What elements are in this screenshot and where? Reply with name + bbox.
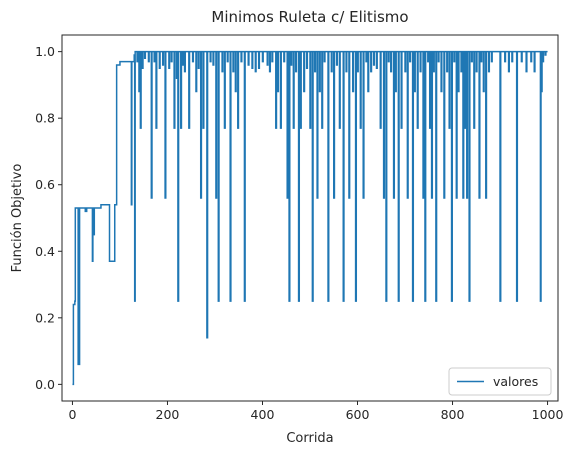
x-tick-label: 600 [346,407,370,422]
x-tick-label: 1000 [532,407,564,422]
x-tick-label: 800 [441,407,465,422]
x-tick-label: 400 [251,407,275,422]
y-tick-label: 0.0 [35,377,55,392]
series-line-valores [72,50,548,386]
y-tick-label: 1.0 [35,44,55,59]
x-tick-label: 200 [156,407,180,422]
legend: valores [448,367,552,396]
legend-box [448,367,552,396]
x-axis-label: Corrida [286,431,333,446]
y-axis: 0.0 0.2 0.4 0.6 0.8 1.0 [35,44,62,392]
x-axis: 0 200 400 600 800 1000 [68,401,564,422]
chart-title: Minimos Ruleta c/ Elitismo [211,8,408,26]
y-tick-label: 0.4 [35,244,55,259]
y-axis-label: Función Objetivo [10,164,25,273]
legend-label-valores: valores [493,374,538,389]
axes-frame [61,34,559,402]
y-tick-label: 0.8 [35,111,55,126]
y-tick-label: 0.2 [35,310,55,325]
x-tick-label: 0 [68,407,76,422]
y-tick-label: 0.6 [35,177,55,192]
plot-area [72,50,548,386]
